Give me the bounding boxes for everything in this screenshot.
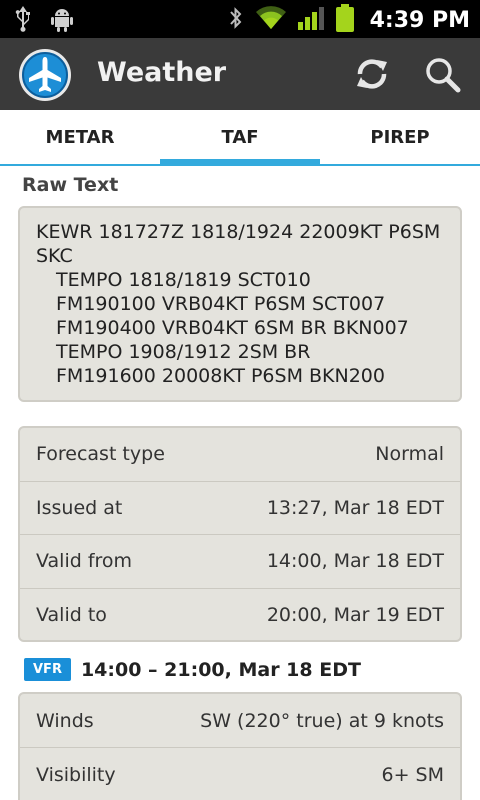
wifi-icon: [255, 6, 286, 34]
forecast-detail-card: Winds SW (220° true) at 9 knots Visibili…: [18, 692, 462, 800]
forecast-row-winds: Winds SW (220° true) at 9 knots: [20, 694, 460, 748]
info-label: Valid to: [36, 604, 107, 627]
android-debug-icon: [50, 6, 74, 36]
info-label: Valid from: [36, 550, 133, 573]
refresh-icon: [357, 59, 387, 89]
flight-category-badge: VFR: [24, 658, 71, 681]
forecast-label: Visibility: [36, 764, 116, 786]
forecast-period-range: 14:00 – 21:00, Mar 18 EDT: [80, 658, 361, 681]
search-button[interactable]: [420, 52, 466, 98]
usb-icon: [14, 6, 32, 36]
forecast-period-header: VFR 14:00 – 21:00, Mar 18 EDT: [24, 658, 361, 681]
tab-metar[interactable]: METAR: [45, 126, 115, 148]
info-row-valid-from: Valid from 14:00, Mar 18 EDT: [20, 535, 460, 589]
forecast-value: 6+ SM: [381, 764, 444, 786]
info-row-forecast-type: Forecast type Normal: [20, 428, 460, 482]
info-value: Normal: [375, 443, 444, 466]
app-title: Weather: [97, 57, 227, 88]
raw-text-line: SKC: [36, 245, 73, 267]
app-airplane-icon[interactable]: [18, 48, 72, 102]
raw-text-line: TEMPO 1908/1912 2SM BR: [56, 341, 311, 363]
forecast-row-visibility: Visibility 6+ SM: [20, 748, 460, 800]
tab-taf[interactable]: TAF: [160, 110, 320, 166]
info-label: Issued at: [36, 496, 123, 519]
info-row-valid-to: Valid to 20:00, Mar 19 EDT: [20, 589, 460, 641]
raw-text-title: Raw Text: [22, 174, 119, 196]
info-value: 14:00, Mar 18 EDT: [266, 550, 444, 573]
tab-bar: METAR TAF PIREP: [0, 110, 480, 166]
raw-text-line: FM190100 VRB04KT P6SM SCT007: [56, 293, 386, 315]
raw-text-line: TEMPO 1818/1819 SCT010: [56, 269, 311, 291]
refresh-button[interactable]: [350, 52, 394, 96]
bluetooth-icon: [228, 5, 244, 35]
forecast-value: SW (220° true) at 9 knots: [200, 709, 444, 732]
action-bar: Weather: [0, 38, 480, 110]
info-value: 20:00, Mar 19 EDT: [266, 604, 444, 627]
raw-text-line: KEWR 181727Z 1818/1924 22009KT P6SM: [36, 221, 441, 243]
search-icon: [426, 58, 461, 93]
raw-text-box: KEWR 181727Z 1818/1924 22009KT P6SM SKC …: [18, 206, 462, 402]
raw-text-line: FM191600 20008KT P6SM BKN200: [56, 365, 385, 387]
battery-icon: [335, 4, 354, 36]
info-label: Forecast type: [36, 443, 165, 466]
info-row-issued-at: Issued at 13:27, Mar 18 EDT: [20, 482, 460, 535]
taf-info-card: Forecast type Normal Issued at 13:27, Ma…: [18, 426, 462, 642]
raw-text-line: FM190400 VRB04KT 6SM BR BKN007: [56, 317, 409, 339]
status-clock: 4:39 PM: [369, 7, 470, 33]
forecast-label: Winds: [36, 709, 94, 732]
info-value: 13:27, Mar 18 EDT: [266, 496, 444, 519]
tab-pirep[interactable]: PIREP: [370, 126, 430, 148]
status-bar: 4:39 PM: [0, 0, 480, 38]
signal-icon: [297, 6, 324, 34]
